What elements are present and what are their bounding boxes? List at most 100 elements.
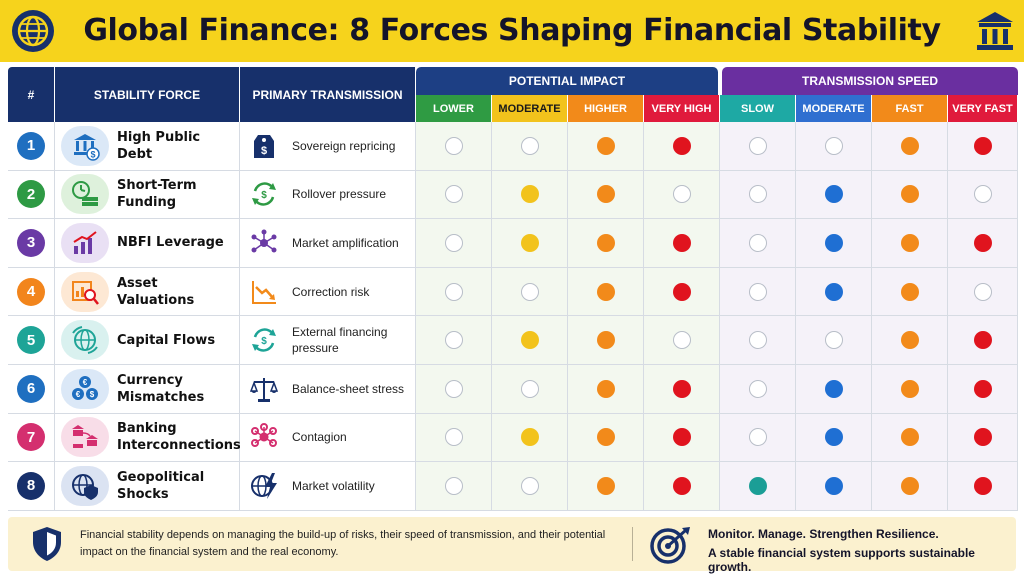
row-number-badge: 1 [17,131,45,160]
primary-transmission-cell: Balance-sheet stress [240,364,416,414]
speed-cell [720,170,796,220]
exchange-arrows-icon: $ [252,328,276,352]
impact-indicator-empty [444,136,463,155]
price-tag-icon: $ [254,134,274,158]
primary-transmission-cell: Market volatility [240,462,416,511]
speed-indicator-empty [748,185,767,204]
impact-cell [416,364,492,414]
speed-indicator-filled [748,476,767,495]
globe-lightning-icon [251,472,277,499]
primary-transmission-label: Balance-sheet stress [292,381,405,396]
globe-shield-icon [61,465,109,506]
speed-indicator-filled [900,476,919,495]
impact-cell [416,219,492,268]
globe-icon [12,10,54,52]
row-number-badge: 2 [17,180,45,209]
primary-transmission-cell: $ External financing pressure [240,316,416,365]
impact-indicator-empty [520,136,539,155]
stability-force-cell: Geopolitical Shocks [55,462,240,511]
impact-indicator-empty [444,428,463,447]
stability-force-cell: $ High Public Debt [55,122,240,171]
speed-cell [872,219,948,268]
speed-indicator-empty [973,185,992,204]
impact-cell [492,219,568,268]
svg-text:$: $ [90,390,95,399]
stability-force-cell: Capital Flows [55,316,240,365]
primary-transmission-label: Market amplification [292,235,399,250]
impact-cell [492,364,568,414]
speed-indicator-filled [973,379,992,398]
svg-text:€: € [83,378,88,387]
impact-cell [568,462,644,511]
speed-cell [948,267,1018,317]
speed-cell [796,462,872,511]
column-header-force: STABILITY FORCE [55,67,240,122]
stability-force-cell: Banking Interconnections [55,413,241,463]
speed-indicator-empty [748,282,767,301]
speed-indicator-filled [973,476,992,495]
impact-cell [568,316,644,365]
stability-force-cell: Short-Term Funding [55,170,240,220]
primary-transmission-cell: Correction risk [240,267,416,317]
speed-cell [796,122,872,171]
impact-indicator-filled [596,428,615,447]
speed-indicator-filled [973,233,992,252]
svg-text:$: $ [90,149,95,159]
speed-cell [872,122,948,171]
impact-indicator-filled [672,233,691,252]
currency-coins-icon: € € $ [61,368,109,409]
speed-cell [796,413,872,463]
speed-indicator-filled [900,233,919,252]
impact-cell [644,462,720,511]
speed-cell [720,219,796,268]
impact-cell [492,267,568,317]
contagion-network-icon [251,423,277,448]
impact-cell [568,267,644,317]
primary-transmission-label: Rollover pressure [292,187,387,202]
impact-cell [644,413,720,463]
impact-cell [492,413,568,463]
footer-summary: Financial stability depends on managing … [80,529,606,558]
stability-force-label: Asset Valuations [117,275,195,308]
stability-force-label: Banking Interconnections [117,421,241,454]
impact-level-header: MODERATE [492,95,568,122]
stability-force-label: NBFI Leverage [117,235,224,251]
primary-transmission-cell: $ Sovereign repricing [240,122,416,171]
impact-indicator-empty [520,476,539,495]
impact-indicator-filled [672,428,691,447]
speed-indicator-empty [973,282,992,301]
speed-indicator-filled [824,233,843,252]
impact-indicator-empty [672,331,691,350]
impact-indicator-filled [520,233,539,252]
speed-cell [720,316,796,365]
speed-indicator-filled [824,185,843,204]
table-row-number: 6 [8,364,55,414]
refresh-dollar-icon: $ [252,182,276,207]
speed-indicator-filled [900,185,919,204]
speed-indicator-filled [900,428,919,447]
column-header-transmission: PRIMARY TRANSMISSION [240,67,416,122]
speed-cell [796,170,872,220]
speed-indicator-filled [824,428,843,447]
magnifier-chart-icon [61,271,109,312]
impact-indicator-filled [520,428,539,447]
speed-cell [948,316,1018,365]
stability-force-label: Currency Mismatches [117,372,205,405]
speed-cell [720,413,796,463]
svg-text:$: $ [261,190,267,201]
primary-transmission-label: Sovereign repricing [292,138,396,153]
speed-cell [872,364,948,414]
impact-cell [644,219,720,268]
table-row-number: 1 [8,122,55,171]
bar-chart-icon [61,222,109,263]
speed-indicator-empty [748,233,767,252]
svg-text:$: $ [261,336,267,347]
primary-transmission-label: Contagion [292,430,347,445]
primary-transmission-cell: Market amplification [240,219,416,268]
speed-level-header: SLOW [720,95,796,122]
stability-force-label: Geopolitical Shocks [117,469,205,502]
speed-cell [872,316,948,365]
row-number-badge: 3 [17,228,45,257]
speed-cell [948,364,1018,414]
group-header-impact: POTENTIAL IMPACT [416,67,718,95]
